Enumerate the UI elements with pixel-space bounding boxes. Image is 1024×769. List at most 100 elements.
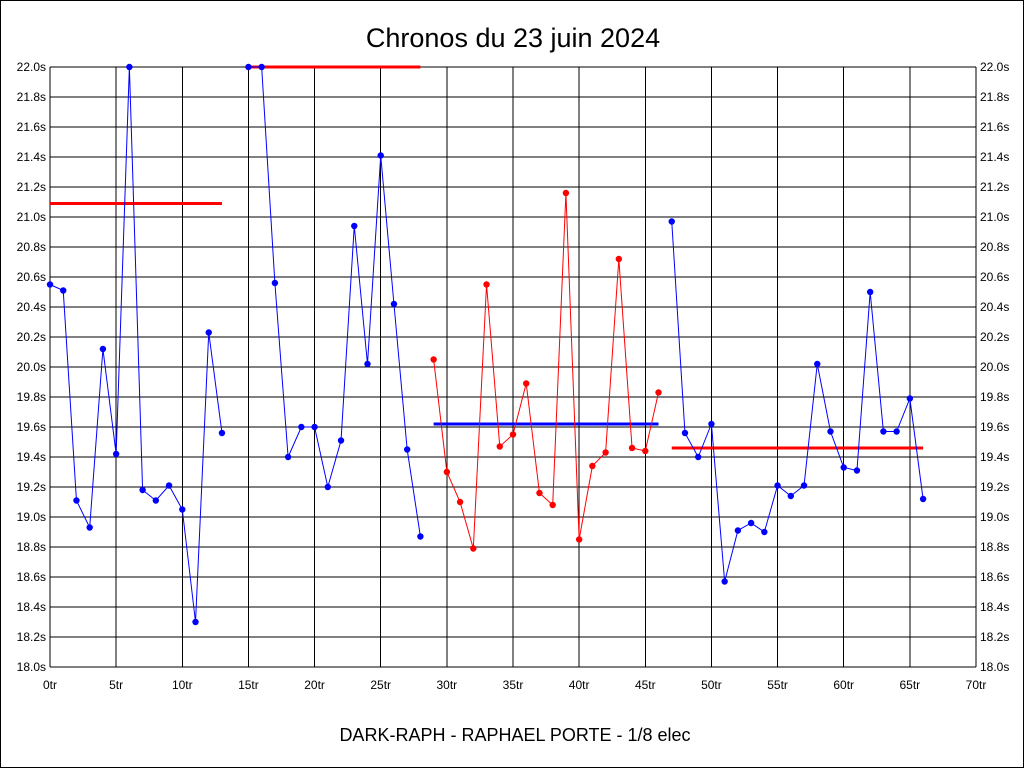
data-point — [403, 446, 411, 453]
y-tick-label-right: 19.4s — [980, 450, 1009, 464]
data-point — [761, 528, 768, 536]
data-point — [681, 429, 689, 437]
y-tick-label-left: 19.4s — [17, 450, 46, 464]
y-tick-label-left: 22.0s — [17, 60, 46, 74]
y-tick-label-right: 22.0s — [980, 60, 1009, 74]
y-tick-label-left: 19.2s — [17, 480, 46, 494]
data-point — [800, 482, 808, 489]
x-tick-label: 50tr — [701, 678, 722, 692]
data-point — [271, 279, 279, 287]
data-point — [814, 360, 821, 368]
y-tick-label-left: 20.6s — [17, 270, 46, 284]
data-point — [298, 423, 305, 431]
x-tick-label: 10tr — [172, 678, 193, 692]
y-tick-label-left: 20.4s — [17, 300, 46, 314]
data-point — [258, 63, 265, 71]
data-point — [893, 428, 900, 435]
y-tick-label-left: 18.2s — [17, 630, 46, 644]
y-tick-label-left: 18.4s — [17, 600, 46, 614]
data-point — [139, 486, 146, 494]
x-tick-label: 40tr — [569, 678, 590, 692]
x-tick-label: 65tr — [900, 678, 921, 692]
data-point — [417, 533, 424, 540]
y-axis-left: 18.0s 18.2s 18.4s 18.6s 18.8s 19.0s 19.2s 19.4s… — [17, 60, 46, 674]
y-tick-label-right: 19.0s — [980, 510, 1009, 524]
y-tick-label-left: 18.0s — [17, 660, 46, 674]
y-tick-label-left: 21.2s — [17, 180, 46, 194]
series-path — [49, 66, 223, 623]
data-point — [853, 467, 861, 474]
data-point — [840, 464, 847, 471]
data-point — [615, 255, 623, 263]
data-point — [549, 501, 556, 509]
y-tick-label-right: 21.0s — [980, 210, 1009, 224]
data-point — [919, 495, 927, 503]
x-tick-label: 35tr — [503, 678, 524, 692]
x-tick-label: 55tr — [767, 678, 788, 692]
series-path — [433, 192, 660, 549]
y-tick-label-left: 19.6s — [17, 420, 46, 434]
y-tick-label-left: 21.8s — [17, 90, 46, 104]
data-point — [351, 222, 358, 230]
x-tick-label: 45tr — [635, 678, 656, 692]
data-point — [73, 497, 80, 504]
y-tick-label-left: 18.8s — [17, 540, 46, 554]
y-tick-label-left: 21.6s — [17, 120, 46, 134]
series-line — [245, 63, 424, 540]
data-point — [179, 506, 186, 513]
data-point — [880, 428, 887, 435]
y-tick-label-right: 20.0s — [980, 360, 1009, 374]
series-group — [46, 63, 927, 626]
data-point — [311, 423, 318, 431]
y-tick-label-left: 20.0s — [17, 360, 46, 374]
data-point — [523, 380, 530, 387]
data-point — [695, 453, 702, 461]
y-tick-label-left: 19.0s — [17, 510, 46, 524]
grid — [49, 66, 977, 668]
y-tick-label-right: 18.8s — [980, 540, 1009, 554]
data-point — [364, 360, 371, 368]
data-point — [218, 429, 226, 437]
series-line — [430, 189, 662, 552]
y-tick-label-right: 21.2s — [980, 180, 1009, 194]
y-tick-label-right: 20.2s — [980, 330, 1009, 344]
data-point — [575, 536, 583, 543]
data-point — [668, 218, 675, 225]
y-tick-label-left: 21.4s — [17, 150, 46, 164]
data-point — [470, 545, 477, 552]
y-tick-label-right: 20.6s — [980, 270, 1009, 284]
data-point — [827, 428, 834, 435]
x-tick-label: 5tr — [109, 678, 123, 692]
y-tick-label-right: 21.8s — [980, 90, 1009, 104]
x-tick-label: 0tr — [43, 678, 57, 692]
x-tick-label: 20tr — [304, 678, 325, 692]
reference-lines — [50, 65, 924, 450]
y-tick-label-right: 21.4s — [980, 150, 1009, 164]
data-point — [774, 482, 781, 489]
y-tick-label-left: 21.0s — [17, 210, 46, 224]
data-point — [734, 527, 742, 534]
data-point — [496, 443, 503, 450]
y-tick-label-right: 21.6s — [980, 120, 1009, 134]
y-tick-label-left: 19.8s — [17, 390, 46, 404]
data-point — [721, 578, 728, 585]
data-point — [642, 447, 649, 455]
data-point — [126, 63, 133, 71]
data-point — [99, 345, 107, 353]
series-path — [671, 221, 924, 582]
data-point — [165, 482, 173, 489]
data-point — [205, 329, 212, 336]
y-tick-label-right: 18.6s — [980, 570, 1009, 584]
data-point — [562, 189, 570, 197]
data-point — [430, 356, 437, 363]
data-point — [787, 492, 794, 500]
y-tick-label-left: 18.6s — [17, 570, 46, 584]
data-point — [602, 449, 609, 456]
chart-title: Chronos du 23 juin 2024 — [366, 23, 660, 53]
x-tick-label: 70tr — [966, 678, 987, 692]
series-path — [248, 66, 421, 537]
y-axis-right: 18.0s 18.2s 18.4s 18.6s 18.8s 19.0s 19.2s 19.4s… — [980, 60, 1009, 674]
data-point — [245, 63, 252, 71]
